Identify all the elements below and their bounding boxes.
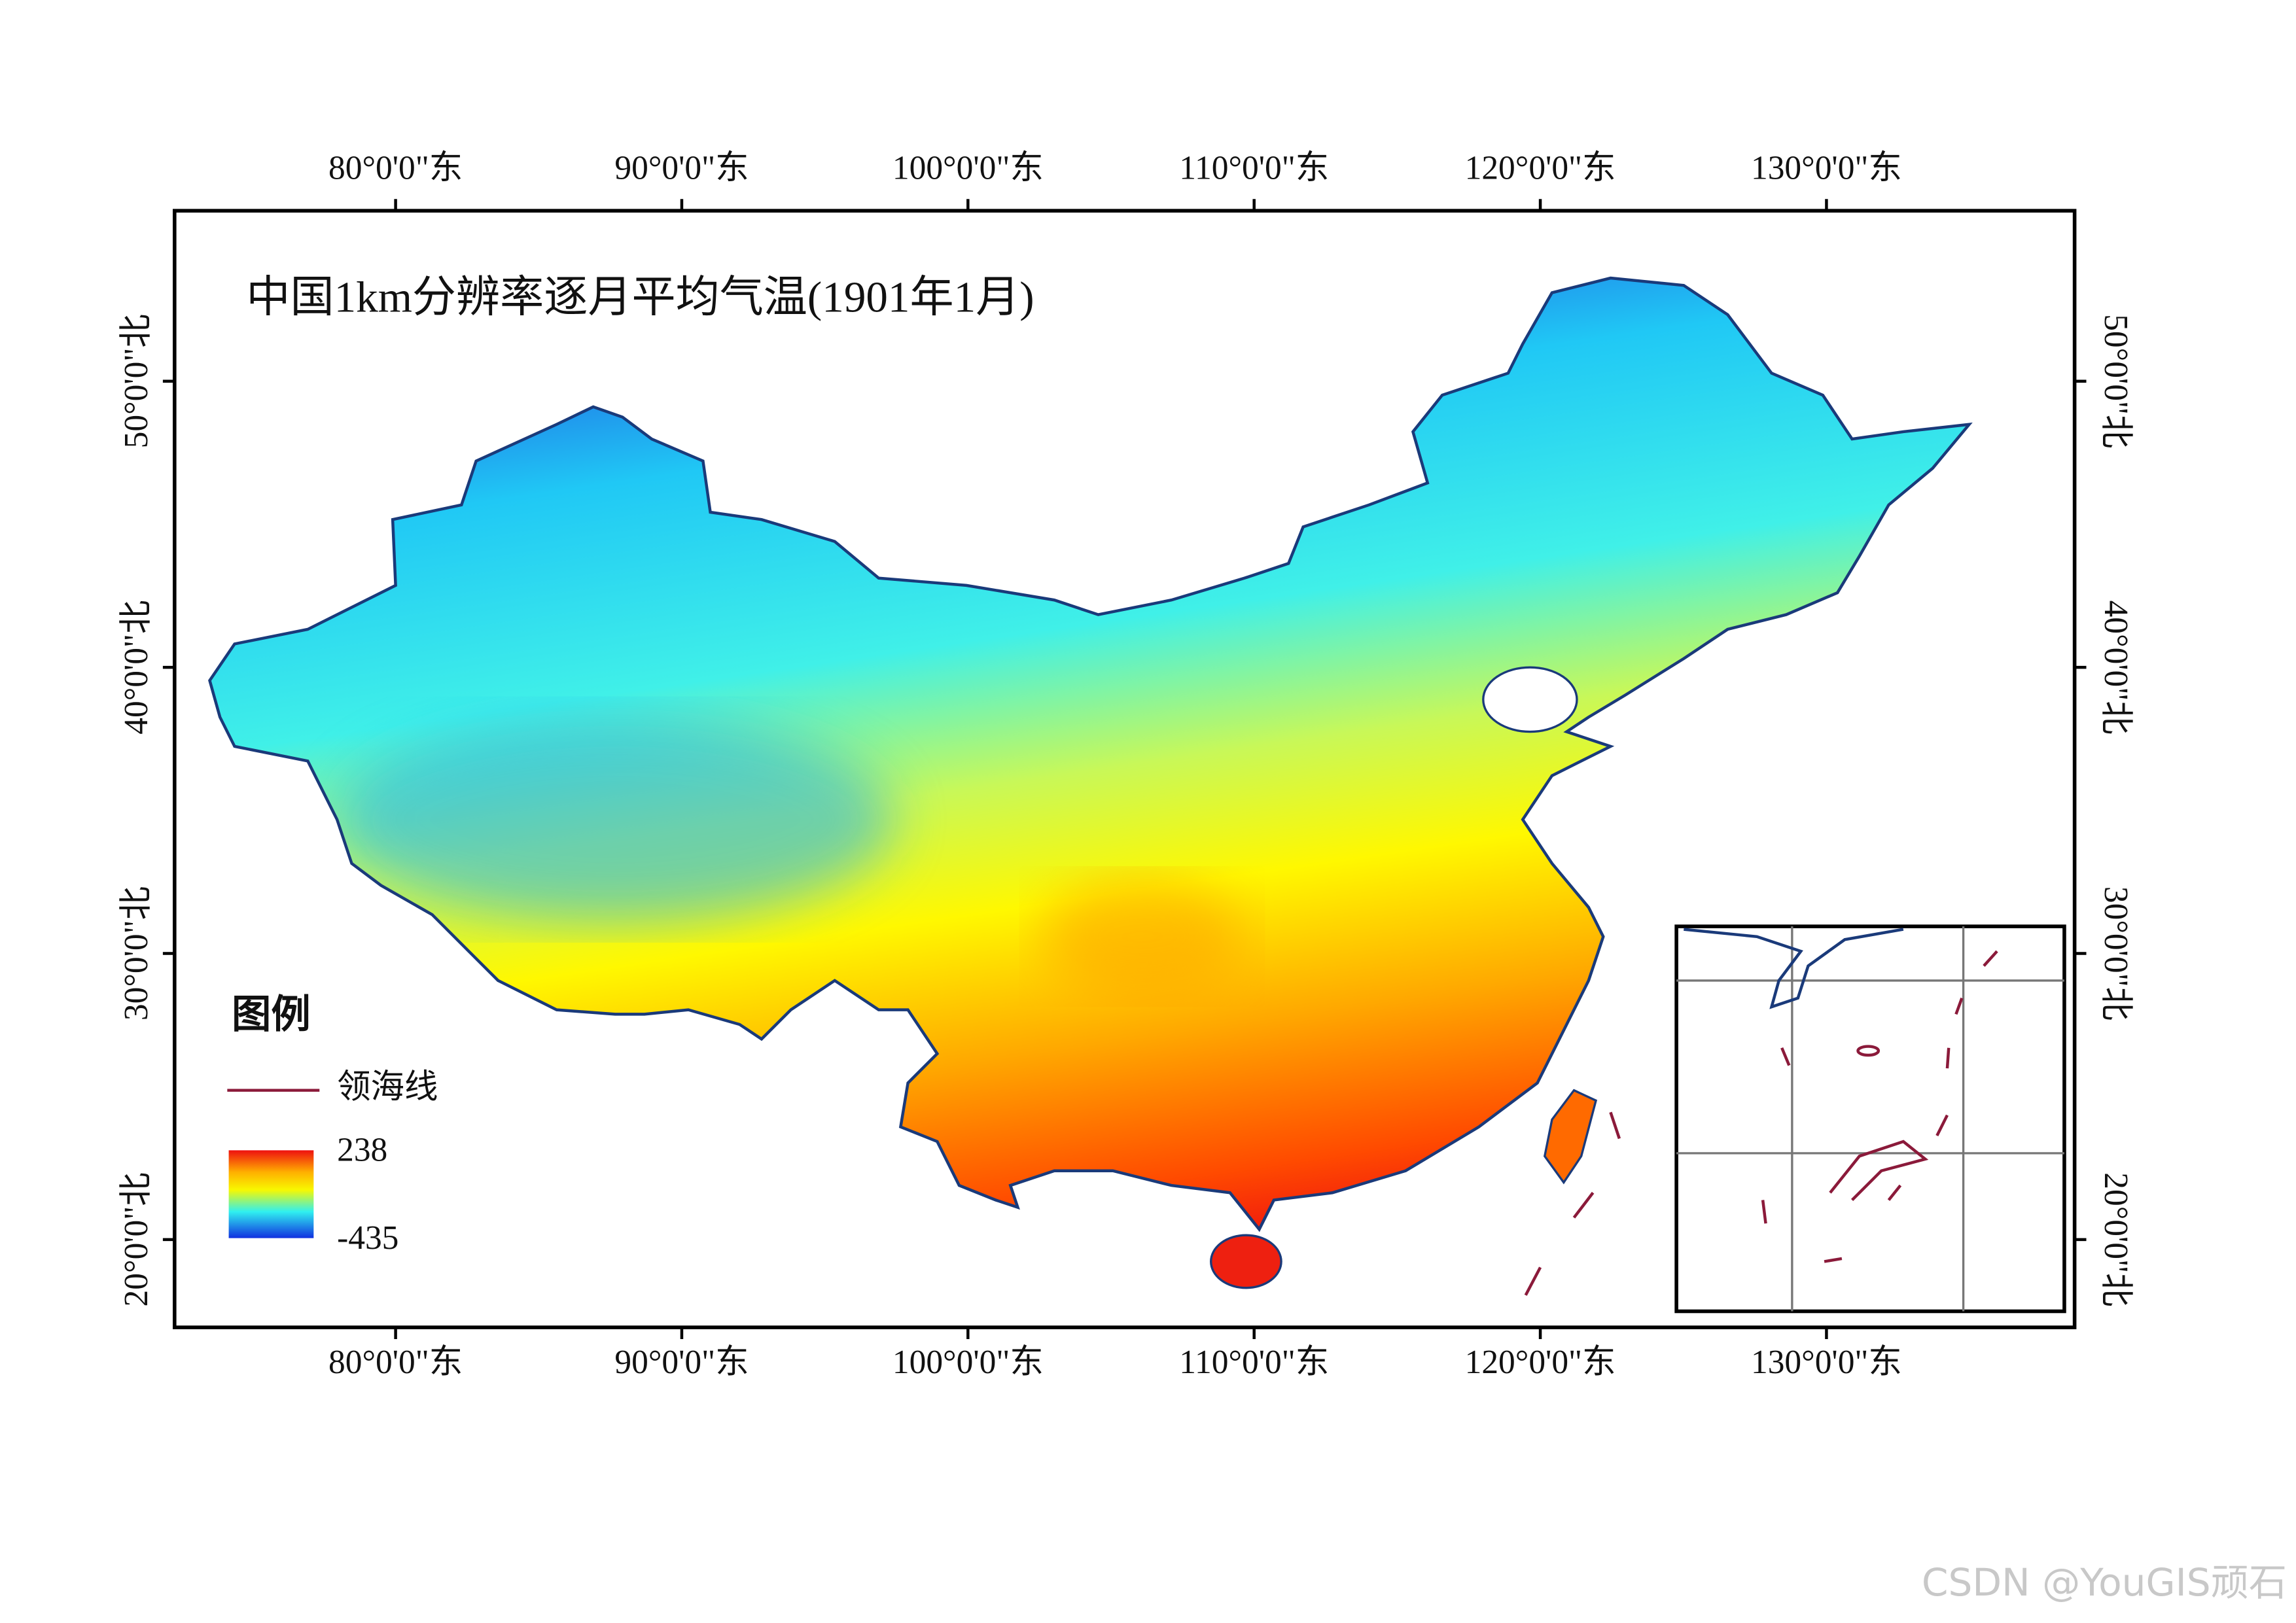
watermark: CSDN @YouGIS顽石	[1922, 1560, 2287, 1605]
legend-min: -435	[337, 1219, 398, 1257]
sea-boundary	[1524, 1111, 1621, 1296]
hainan	[1210, 1234, 1282, 1289]
legend: 图例 领海线 238 -435	[227, 993, 438, 1257]
inset-map	[1674, 924, 2066, 1314]
lon-tick-label: 110°0'0"东	[1179, 1344, 1329, 1381]
taiwan	[1543, 1089, 1598, 1185]
lon-tick-label: 80°0'0"东	[328, 1344, 463, 1381]
lon-tick-label: 100°0'0"东	[892, 150, 1044, 187]
lon-tick-label: 120°0'0"东	[1465, 1344, 1616, 1381]
lat-tick-label: 30°0'0"北	[2097, 886, 2134, 1021]
lon-tick-label: 90°0'0"东	[614, 150, 749, 187]
lat-tick-label: 50°0'0"北	[118, 314, 155, 448]
lon-tick-label: 120°0'0"东	[1465, 150, 1616, 187]
lat-tick-label: 40°0'0"北	[2097, 601, 2134, 735]
lat-tick-label: 50°0'0"北	[2097, 314, 2134, 448]
lon-tick-label: 130°0'0"东	[1751, 1344, 1902, 1381]
lat-tick-label: 30°0'0"北	[118, 886, 155, 1021]
map-title: 中国1km分辨率逐月平均气温(1901年1月)	[246, 272, 1034, 321]
color-ramp	[228, 1150, 314, 1238]
lat-tick-label: 40°0'0"北	[118, 601, 155, 735]
lon-tick-label: 110°0'0"东	[1179, 150, 1329, 187]
legend-title: 图例	[232, 993, 311, 1037]
lat-tick-label: 20°0'0"北	[118, 1172, 155, 1306]
lat-tick-label: 20°0'0"北	[2097, 1172, 2134, 1306]
lon-tick-label: 130°0'0"东	[1751, 150, 1902, 187]
lon-tick-label: 80°0'0"东	[328, 150, 463, 187]
lon-tick-label: 100°0'0"东	[892, 1344, 1044, 1381]
bohai-sea	[1482, 666, 1578, 733]
legend-max: 238	[337, 1132, 387, 1169]
lon-tick-label: 90°0'0"东	[614, 1344, 749, 1381]
legend-line-label: 领海线	[337, 1068, 438, 1106]
